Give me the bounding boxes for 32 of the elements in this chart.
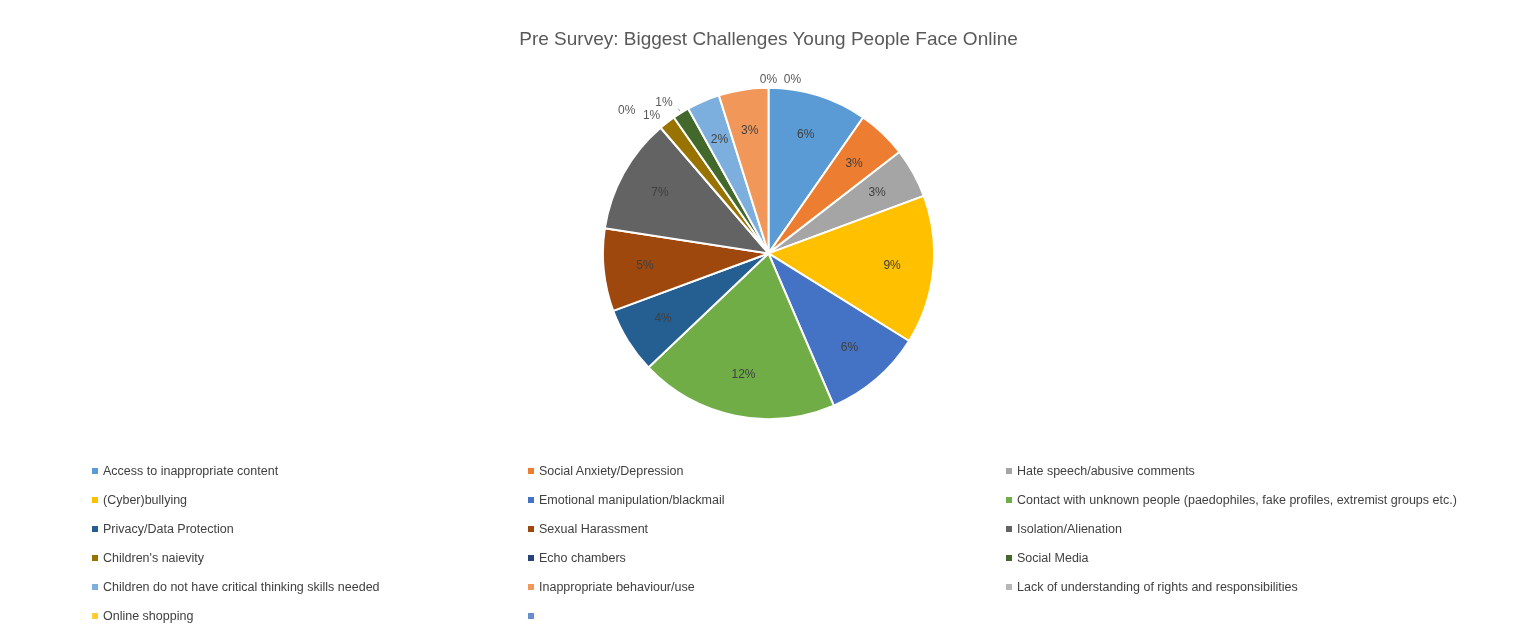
legend-label: Sexual Harassment — [539, 522, 649, 536]
data-label: 6% — [797, 127, 815, 142]
legend-label: Emotional manipulation/blackmail — [539, 493, 725, 507]
legend-label: Online shopping — [103, 609, 194, 623]
legend-label: Children's naievity — [103, 551, 205, 565]
data-label: 5% — [636, 258, 654, 273]
legend-label: Lack of understanding of rights and responsibilities — [1017, 580, 1298, 594]
legend-label: Echo chambers — [539, 551, 626, 565]
legend-label: (Cyber)bullying — [103, 493, 188, 507]
legend-label: Privacy/Data Protection — [103, 522, 234, 536]
text: 0% — [759, 72, 778, 87]
data-label: 9% — [883, 258, 902, 273]
data-label: 3% — [868, 185, 887, 200]
text: 0% — [617, 103, 636, 118]
legend-label: Contact with unknown people (paedophiles, fake profiles, extremist groups etc.) — [1017, 493, 1457, 507]
legend-label: Access to inappropriate content — [103, 464, 279, 478]
data-label: 6% — [840, 339, 859, 354]
chart-title: Pre Survey: Biggest Challenges Young People Face Online — [519, 27, 1018, 49]
data-label: 2% — [710, 131, 729, 146]
data-label: 3% — [741, 122, 759, 137]
data-label: 1% — [642, 108, 661, 123]
data-label: 3% — [845, 155, 864, 170]
legend-label: Children do not have critical thinking skills needed — [103, 580, 380, 594]
legend-label: Hate speech/abusive comments — [1017, 464, 1195, 478]
legend-label: Isolation/Alienation — [1017, 522, 1122, 536]
text: 0% — [783, 72, 802, 87]
data-label: 1% — [655, 94, 673, 109]
legend-label: Social Anxiety/Depression — [539, 464, 684, 478]
legend-label: Inappropriate behaviour/use — [539, 580, 695, 594]
legend-label: Social Media — [1017, 551, 1089, 565]
data-label: 4% — [654, 311, 673, 326]
data-label: 12% — [731, 367, 756, 382]
